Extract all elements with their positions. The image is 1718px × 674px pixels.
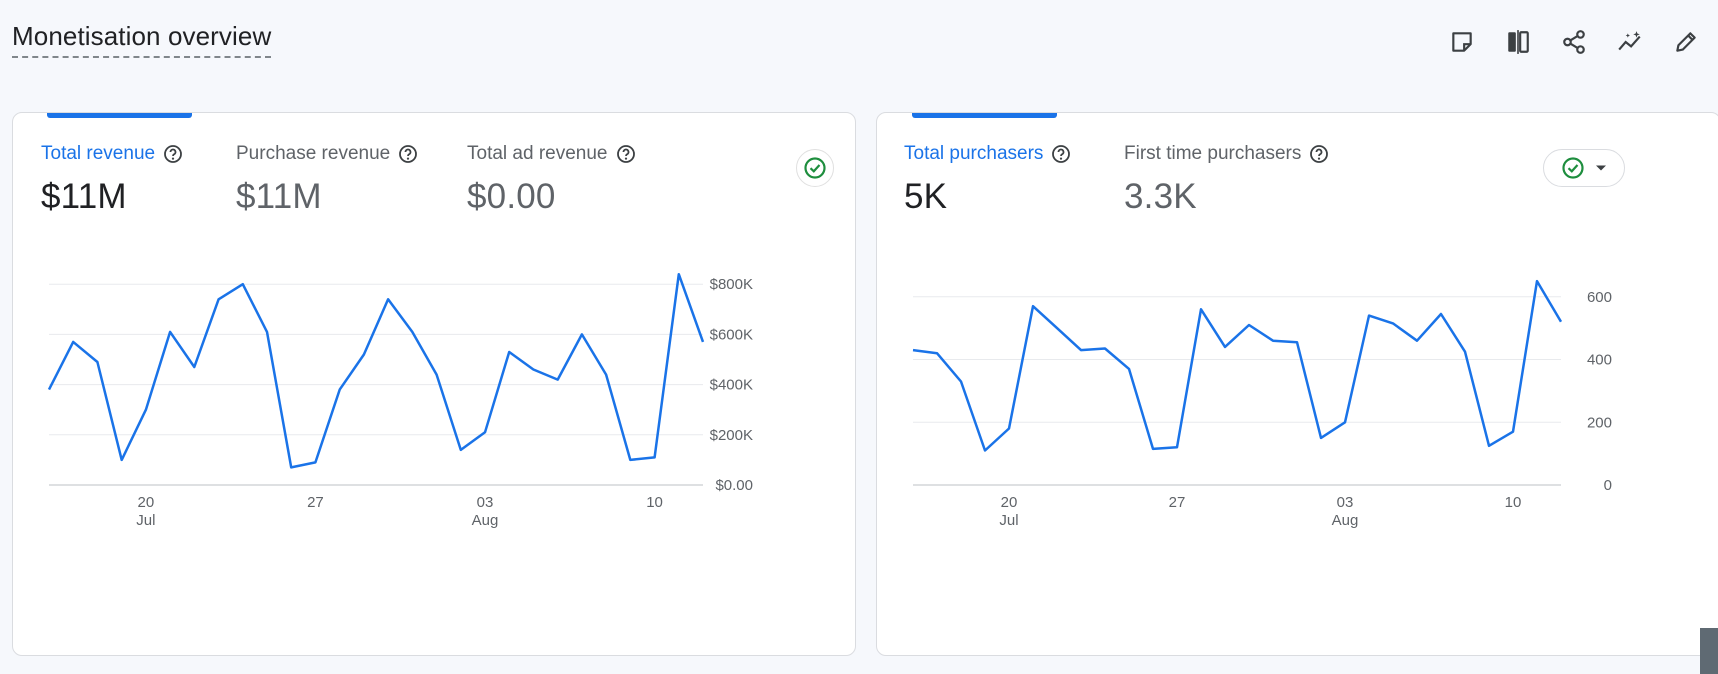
y-tick-label: 200 (1587, 414, 1612, 431)
help-icon[interactable] (1051, 144, 1071, 164)
caret-down-icon (1596, 165, 1606, 171)
edit-button[interactable] (1666, 22, 1706, 62)
metric-value: 3.3K (1124, 177, 1197, 216)
metric-total-ad-revenue[interactable]: Total ad revenue $0.00 (467, 143, 636, 217)
x-tick-label: 27 (307, 494, 324, 511)
status-check-button[interactable] (796, 149, 834, 187)
active-tab-indicator (912, 113, 1057, 118)
revenue-card: Total revenue $11M Purchase revenue $11M… (12, 112, 856, 656)
metric-total-revenue[interactable]: Total revenue $11M (41, 143, 183, 217)
x-tick-sublabel: Jul (136, 512, 155, 529)
check-circle-icon (804, 157, 826, 179)
x-tick-sublabel: Jul (999, 512, 1018, 529)
help-icon[interactable] (163, 144, 183, 164)
check-circle-icon (1562, 157, 1584, 179)
share-button[interactable] (1554, 22, 1594, 62)
y-tick-label: $200K (710, 427, 753, 444)
metric-first-time-purchasers[interactable]: First time purchasers 3.3K (1124, 143, 1329, 217)
compare-icon (1508, 30, 1529, 54)
y-tick-label: $800K (710, 276, 753, 293)
x-tick-label: 20 (1001, 494, 1018, 511)
metric-purchase-revenue[interactable]: Purchase revenue $11M (236, 143, 418, 217)
help-icon[interactable] (1309, 144, 1329, 164)
y-tick-label: 600 (1587, 289, 1612, 306)
help-icon[interactable] (616, 144, 636, 164)
x-tick-label: 03 (1337, 494, 1354, 511)
y-tick-label: 400 (1587, 352, 1612, 369)
scrollbar-handle[interactable] (1700, 628, 1718, 674)
metric-value: $11M (236, 177, 322, 216)
metric-label: Total ad revenue (467, 143, 608, 164)
active-tab-indicator (47, 113, 192, 118)
x-tick-sublabel: Aug (1332, 512, 1359, 529)
x-tick-label: 27 (1169, 494, 1186, 511)
insights-icon (1618, 31, 1641, 51)
x-tick-label: 10 (1505, 494, 1522, 511)
metric-label: First time purchasers (1124, 143, 1302, 164)
metric-value: 5K (904, 177, 948, 216)
purchasers-line-chart: 020040060080020Jul2703Aug10 (912, 279, 1612, 529)
purchasers-card: Total purchasers 5K First time purchaser… (876, 112, 1718, 656)
x-tick-label: 20 (138, 494, 155, 511)
y-tick-label: $600K (710, 326, 753, 343)
metric-value: $0.00 (467, 177, 556, 216)
note-button[interactable] (1442, 22, 1482, 62)
insights-button[interactable] (1610, 22, 1650, 62)
page-title[interactable]: Monetisation overview (12, 20, 272, 58)
metric-label: Total purchasers (904, 143, 1044, 164)
y-tick-label: 0 (1604, 477, 1612, 494)
metric-label: Purchase revenue (236, 143, 391, 164)
x-tick-sublabel: Aug (472, 512, 499, 529)
x-tick-label: 03 (477, 494, 494, 511)
series-line (47, 272, 705, 469)
y-tick-label: $0.00 (715, 477, 753, 494)
toolbar (1442, 22, 1706, 62)
series-line (912, 279, 1563, 452)
note-icon (1452, 32, 1472, 52)
metric-total-purchasers[interactable]: Total purchasers 5K (904, 143, 1071, 217)
y-tick-label: $400K (710, 377, 753, 394)
help-icon[interactable] (398, 144, 418, 164)
compare-button[interactable] (1498, 22, 1538, 62)
metric-label: Total revenue (41, 143, 156, 164)
edit-icon (1676, 32, 1696, 52)
status-dropdown[interactable] (1543, 149, 1625, 187)
metric-value: $11M (41, 177, 127, 216)
share-icon (1563, 30, 1585, 54)
x-tick-label: 10 (646, 494, 663, 511)
revenue-line-chart: $0.00$200K$400K$600K$800K$1M20Jul2703Aug… (47, 272, 753, 529)
